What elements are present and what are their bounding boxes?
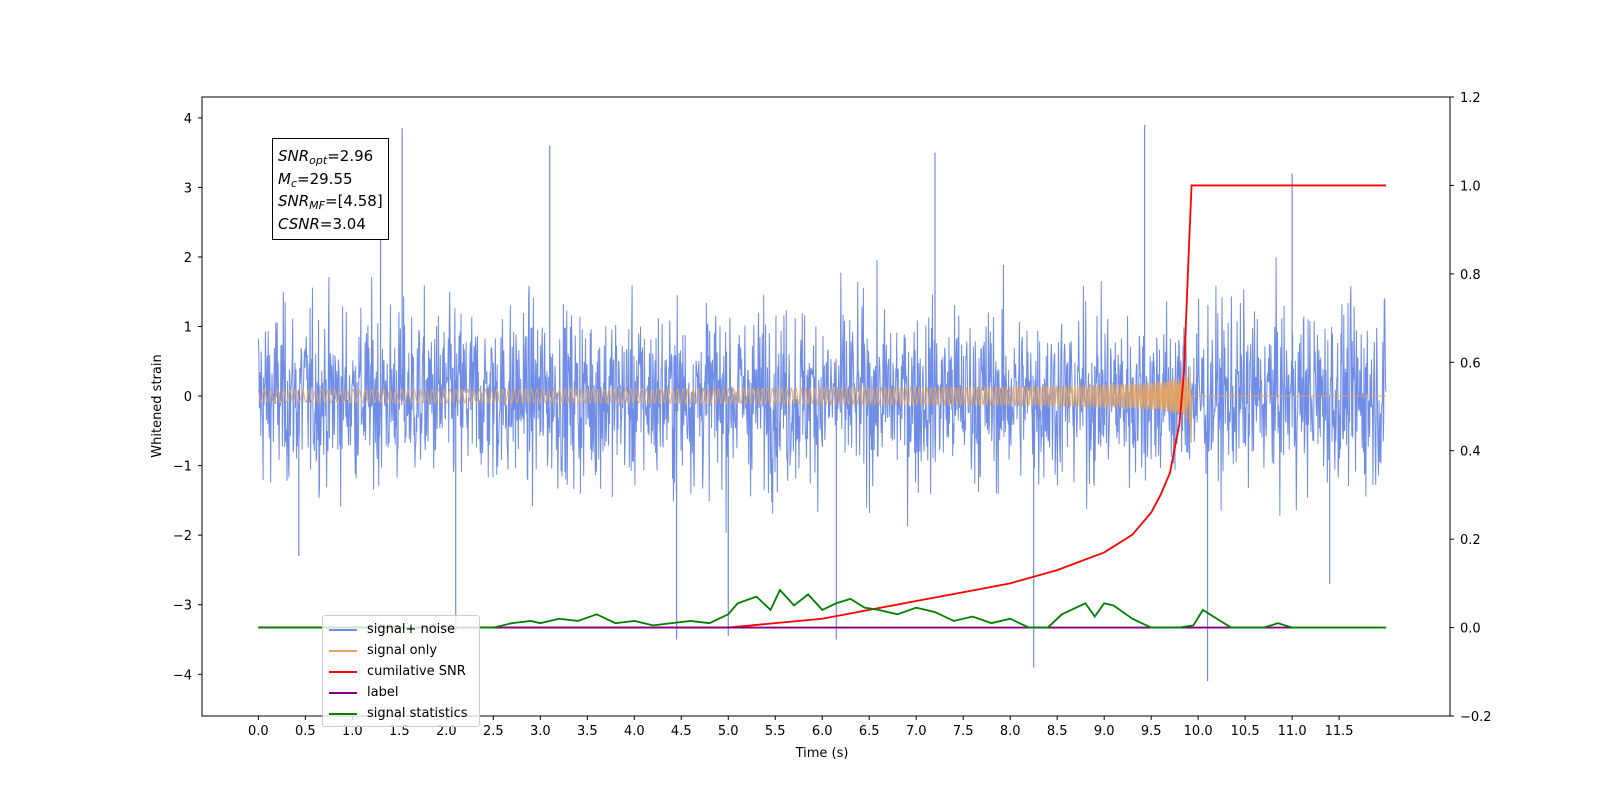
legend-item: cumilative SNR bbox=[323, 661, 479, 682]
x-tick-label: 11.0 bbox=[1278, 724, 1307, 739]
legend-swatch bbox=[329, 691, 357, 694]
y2-tick-label: 0.8 bbox=[1460, 268, 1481, 283]
plot-area bbox=[257, 124, 1387, 682]
x-tick-label: 5.5 bbox=[765, 724, 786, 739]
y-tick-label: 2 bbox=[184, 251, 192, 266]
x-tick-label: 7.0 bbox=[906, 724, 927, 739]
x-tick-label: 3.0 bbox=[530, 724, 551, 739]
x-tick-label: 2.0 bbox=[436, 724, 457, 739]
y-tick-label: 1 bbox=[184, 321, 192, 336]
legend-label: cumilative SNR bbox=[367, 664, 466, 679]
y2-tick-label: 0.6 bbox=[1460, 356, 1481, 371]
y2-tick-label: −0.2 bbox=[1460, 710, 1492, 725]
x-tick-label: 1.5 bbox=[389, 724, 410, 739]
series-line-signal-noise bbox=[257, 257, 1387, 533]
series-line-signal-statistics bbox=[258, 588, 1387, 629]
legend-item: signal+ noise bbox=[323, 619, 479, 640]
y2-tick-label: 0.2 bbox=[1460, 533, 1481, 548]
annotation-line: Mc=29.55 bbox=[278, 169, 353, 190]
y-axis-right: −0.2 0.0 0.2 0.4 0.6 0.8 1.0 1.2 bbox=[1450, 91, 1492, 725]
y-tick-label: 0 bbox=[184, 390, 192, 405]
legend: signal+ noise signal only cumilative SNR la… bbox=[322, 615, 480, 727]
x-tick-label: 10.5 bbox=[1231, 724, 1260, 739]
x-tick-label: 3.5 bbox=[577, 724, 598, 739]
legend-swatch bbox=[329, 712, 357, 715]
x-tick-label: 7.5 bbox=[953, 724, 974, 739]
x-axis-label: Time (s) bbox=[795, 746, 849, 761]
annotation-line: SNRopt=2.96 bbox=[278, 147, 374, 167]
x-tick-label: 2.5 bbox=[483, 724, 504, 739]
y-tick-label: 4 bbox=[184, 112, 192, 127]
annotation-line: SNRMF=[4.58] bbox=[278, 192, 383, 212]
legend-swatch bbox=[329, 670, 357, 673]
y-tick-label: 3 bbox=[184, 181, 192, 196]
x-tick-label: 11.5 bbox=[1325, 724, 1354, 739]
x-tick-label: 4.5 bbox=[671, 724, 692, 739]
y-tick-label: −3 bbox=[173, 599, 192, 614]
series-line-signal-only bbox=[257, 366, 1387, 444]
x-tick-label: 6.5 bbox=[859, 724, 880, 739]
series-line-cumulative-snr bbox=[258, 184, 1387, 629]
legend-label: signal only bbox=[367, 643, 438, 658]
legend-swatch bbox=[329, 649, 357, 652]
snr-annotation-box: SNRopt=2.96 Mc=29.55 SNRMF=[4.58] CSNR=3.04 bbox=[272, 138, 389, 240]
y2-tick-label: 1.0 bbox=[1460, 179, 1481, 194]
y-tick-label: −2 bbox=[173, 529, 192, 544]
x-tick-label: 9.5 bbox=[1141, 724, 1162, 739]
axes-frame bbox=[201, 96, 1451, 717]
annotation-line: CSNR=3.04 bbox=[278, 214, 366, 233]
y-axis-left: −4 −3 −2 −1 0 1 2 3 4 bbox=[173, 112, 202, 683]
legend-item: signal statistics bbox=[323, 703, 479, 724]
legend-item: label bbox=[323, 682, 479, 703]
y-tick-label: −1 bbox=[173, 460, 192, 475]
legend-label: label bbox=[367, 685, 399, 700]
x-tick-label: 4.0 bbox=[624, 724, 645, 739]
y2-tick-label: 1.2 bbox=[1460, 91, 1481, 106]
x-tick-label: 10.0 bbox=[1184, 724, 1213, 739]
legend-label: signal statistics bbox=[367, 706, 468, 721]
x-axis: 0.0 0.5 1.0 1.5 2.0 2.5 3.0 3.5 4.0 4.5 5.0 5.5 6.0 6… bbox=[248, 716, 1354, 739]
legend-item: signal only bbox=[323, 640, 479, 661]
legend-swatch bbox=[329, 628, 357, 631]
x-tick-label: 8.0 bbox=[1000, 724, 1021, 739]
y2-tick-label: 0.4 bbox=[1460, 445, 1481, 460]
x-tick-label: 9.0 bbox=[1094, 724, 1115, 739]
x-tick-label: 0.0 bbox=[248, 724, 269, 739]
y-tick-label: −4 bbox=[173, 668, 192, 683]
x-tick-label: 0.5 bbox=[295, 724, 316, 739]
x-tick-label: 1.0 bbox=[342, 724, 363, 739]
x-tick-label: 5.0 bbox=[718, 724, 739, 739]
y2-tick-label: 0.0 bbox=[1460, 622, 1481, 637]
legend-label: signal+ noise bbox=[367, 622, 456, 637]
x-tick-label: 6.0 bbox=[812, 724, 833, 739]
x-tick-label: 8.5 bbox=[1047, 724, 1068, 739]
y-axis-label: Whitened strain bbox=[150, 354, 165, 457]
